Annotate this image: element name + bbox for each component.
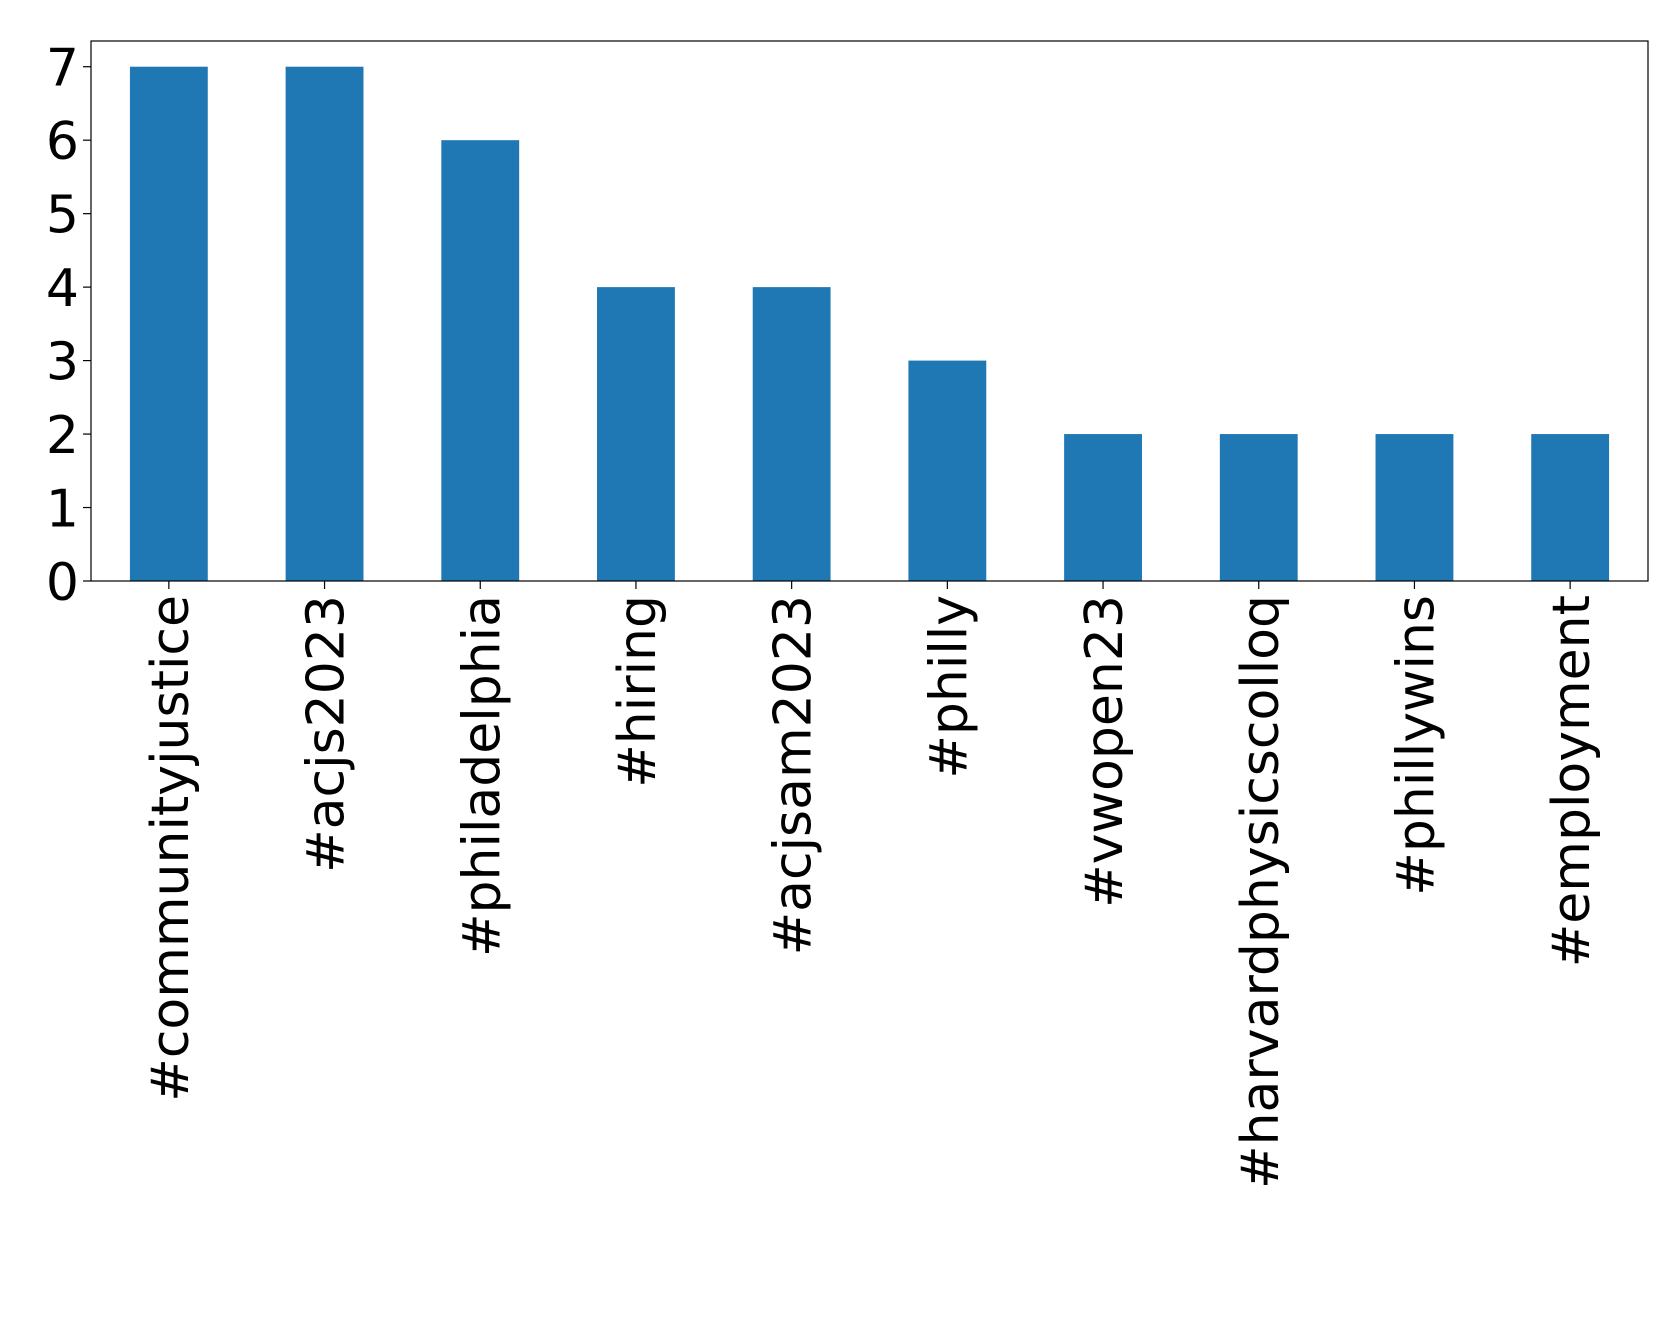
x-tick-label: #acjs2023 <box>297 595 357 873</box>
bar <box>285 66 364 581</box>
bar <box>441 140 520 582</box>
bar <box>1219 434 1298 581</box>
y-tick-label: 0 <box>46 553 79 613</box>
x-tick-label: #acjsam2023 <box>764 595 824 955</box>
y-tick-label: 1 <box>46 480 79 540</box>
y-tick-label: 3 <box>46 333 79 393</box>
bar <box>908 360 987 581</box>
x-tick-label: #employment <box>1542 595 1602 967</box>
bar <box>1375 434 1454 581</box>
bar <box>1531 434 1610 581</box>
bar <box>752 287 831 581</box>
bar <box>1064 434 1142 581</box>
x-tick-label: #philadelphia <box>452 595 512 957</box>
x-tick-label: #hiring <box>608 595 668 788</box>
bar <box>129 66 208 581</box>
x-tick-label: #phillywins <box>1386 595 1446 896</box>
y-tick-label: 6 <box>46 112 79 172</box>
y-tick-label: 4 <box>46 259 79 319</box>
y-tick-label: 5 <box>46 186 79 246</box>
x-tick-label: #harvardphysicscolloq <box>1231 595 1291 1189</box>
y-tick-label: 7 <box>46 39 79 99</box>
y-tick-label: 2 <box>46 406 79 466</box>
bar <box>597 287 675 581</box>
plot-frame <box>90 40 1649 582</box>
x-tick-label: #vwopen23 <box>1075 595 1135 908</box>
x-tick-label: #philly <box>919 595 979 779</box>
x-tick-label: #communityjustice <box>141 595 201 1102</box>
